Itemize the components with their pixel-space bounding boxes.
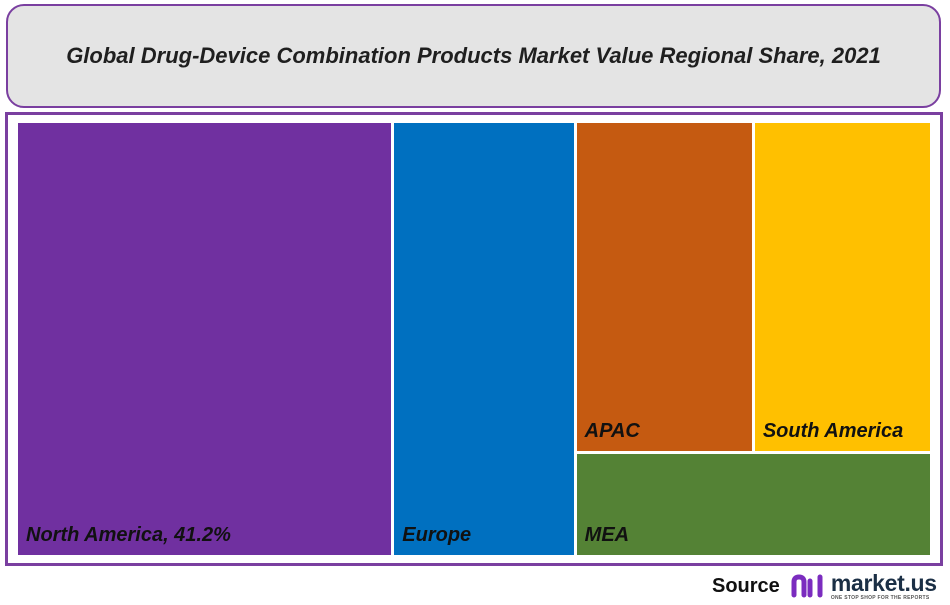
tile-label-apac: APAC	[584, 419, 640, 442]
chart-title: Global Drug-Device Combination Products …	[66, 43, 881, 68]
source-credit: Source market.us ONE STOP SHOP FOR THE R…	[712, 571, 937, 601]
treemap-frame: North America, 41.2% Europe APAC South A…	[5, 112, 943, 566]
brand-text: market.us ONE STOP SHOP FOR THE REPORTS	[830, 569, 937, 601]
brand-name: market.us	[830, 569, 937, 596]
tile-mea: MEA	[576, 453, 930, 555]
tile-north-america: North America, 41.2%	[18, 123, 392, 555]
market-us-logo-icon	[791, 574, 823, 598]
chart-title-box: Global Drug-Device Combination Products …	[6, 4, 941, 108]
tile-label-south-america: South America	[762, 419, 904, 442]
tile-south-america: South America	[754, 123, 930, 451]
brand-tagline: ONE STOP SHOP FOR THE REPORTS	[830, 594, 930, 601]
tile-apac: APAC	[576, 123, 752, 451]
tile-label-north-america: North America, 41.2%	[26, 524, 231, 546]
source-label: Source	[712, 574, 780, 597]
tile-europe: Europe	[394, 123, 574, 555]
tile-label-europe: Europe	[402, 524, 472, 546]
brand-lockup: market.us ONE STOP SHOP FOR THE REPORTS	[790, 569, 937, 601]
tile-label-mea: MEA	[584, 523, 630, 546]
